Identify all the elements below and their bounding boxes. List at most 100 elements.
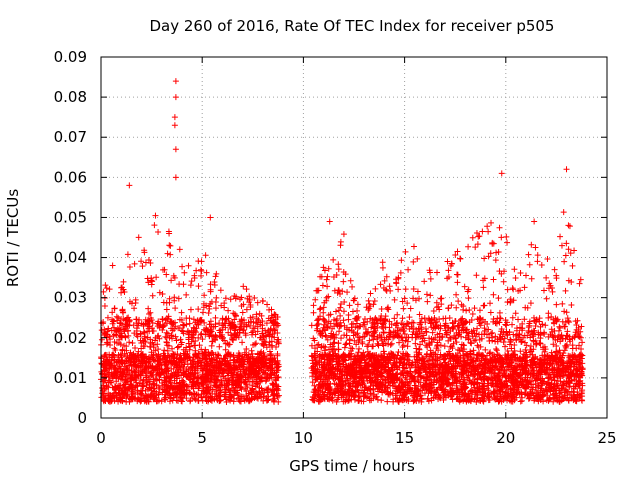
data-point: [166, 398, 173, 405]
data-point: [122, 363, 129, 370]
data-point: [271, 311, 278, 318]
data-point: [257, 350, 264, 357]
data-point: [138, 258, 145, 265]
data-point: [270, 381, 277, 388]
data-point: [243, 306, 250, 313]
data-point: [410, 258, 417, 265]
data-point: [540, 287, 547, 294]
data-point: [212, 383, 219, 390]
data-point: [109, 352, 116, 359]
data-point: [176, 354, 183, 361]
data-point: [222, 346, 229, 353]
data-point: [191, 395, 198, 402]
data-point: [239, 339, 246, 346]
data-point: [262, 370, 269, 377]
data-point: [172, 305, 179, 312]
data-point: [189, 331, 196, 338]
data-point: [230, 373, 237, 380]
data-point: [145, 256, 152, 263]
data-point: [258, 366, 265, 373]
data-point: [240, 366, 247, 373]
data-point: [212, 305, 219, 312]
data-point: [186, 315, 193, 322]
data-point: [217, 397, 224, 404]
data-point: [167, 359, 174, 366]
data-point: [133, 375, 140, 382]
data-point: [203, 269, 210, 276]
data-point: [154, 358, 161, 365]
data-point: [206, 333, 213, 340]
data-point: [126, 298, 133, 305]
data-point: [265, 393, 272, 400]
data-point: [212, 351, 219, 358]
data-point: [145, 305, 152, 312]
data-point: [119, 284, 126, 291]
data-point: [263, 320, 270, 327]
data-point: [139, 382, 146, 389]
data-point: [162, 333, 169, 340]
data-point: [175, 295, 182, 302]
data-point: [228, 391, 235, 398]
data-point: [195, 385, 202, 392]
data-point: [124, 328, 131, 335]
data-point: [423, 329, 430, 336]
data-point: [157, 362, 164, 369]
data-point: [249, 362, 256, 369]
data-point: [249, 382, 256, 389]
data-point: [340, 231, 347, 238]
data-point: [354, 307, 361, 314]
data-point: [150, 327, 157, 334]
data-point: [162, 361, 169, 368]
data-point: [230, 352, 237, 359]
data-point: [220, 366, 227, 373]
data-point: [254, 381, 261, 388]
data-point: [108, 360, 115, 367]
data-point: [257, 374, 264, 381]
data-point: [113, 389, 120, 396]
data-point: [127, 349, 134, 356]
data-point: [172, 333, 179, 340]
data-point: [222, 389, 229, 396]
data-point: [186, 354, 193, 361]
data-point: [131, 395, 138, 402]
data-point: [113, 378, 120, 385]
data-point: [242, 332, 249, 339]
data-point: [181, 391, 188, 398]
data-point: [172, 319, 179, 326]
data-point: [99, 384, 106, 391]
data-point: [109, 262, 116, 269]
data-point: [212, 323, 219, 330]
data-point: [237, 398, 244, 405]
data-point: [118, 332, 125, 339]
data-point: [115, 314, 122, 321]
data-point: [137, 337, 144, 344]
data-point: [198, 272, 205, 279]
data-point: [197, 331, 204, 338]
data-point: [229, 322, 236, 329]
data-point: [153, 377, 160, 384]
data-point: [261, 338, 268, 345]
data-point: [202, 252, 209, 259]
data-point: [136, 316, 143, 323]
data-point: [207, 393, 214, 400]
data-point: [146, 393, 153, 400]
data-point: [213, 370, 220, 377]
data-point: [243, 286, 250, 293]
data-point: [134, 333, 141, 340]
data-point: [140, 343, 147, 350]
data-point: [251, 395, 258, 402]
data-point: [211, 390, 218, 397]
data-point: [231, 293, 238, 300]
data-point: [202, 373, 209, 380]
data-point: [120, 384, 127, 391]
data-point: [226, 377, 233, 384]
data-point: [187, 363, 194, 370]
data-point: [200, 304, 207, 311]
data-point: [257, 357, 264, 364]
data-point: [101, 330, 108, 337]
data-point: [225, 318, 232, 325]
data-point: [169, 353, 176, 360]
data-point: [267, 325, 274, 332]
data-point: [222, 340, 229, 347]
